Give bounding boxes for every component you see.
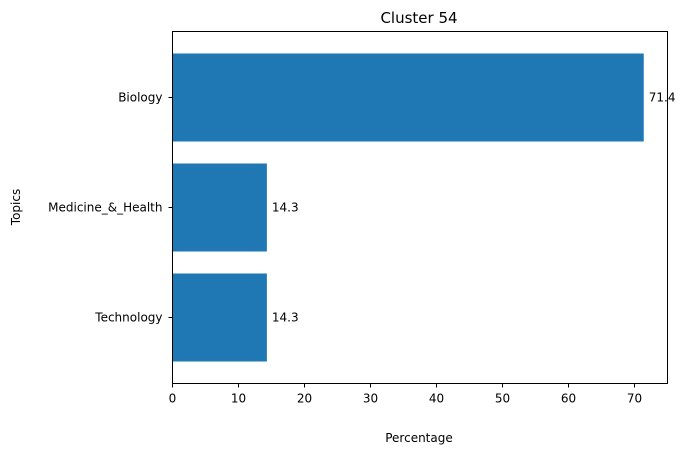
y-tick-label: Technology <box>94 311 162 325</box>
y-axis-ticks: Biology Medicine_&_Health Technology <box>48 91 173 325</box>
x-tick-label: 20 <box>297 392 312 406</box>
bar-value-label: 71.4 <box>649 91 676 105</box>
bars-group <box>172 53 644 362</box>
x-axis-ticks: 0 10 20 30 40 50 60 70 <box>169 383 642 406</box>
plot-frame <box>172 31 668 384</box>
x-tick-label: 40 <box>429 392 444 406</box>
bar <box>172 273 267 362</box>
y-tick-label: Medicine_&_Health <box>48 201 162 215</box>
x-tick-label: 0 <box>169 392 177 406</box>
chart-title: Cluster 54 <box>380 9 457 27</box>
bar-value-label: 14.3 <box>272 201 299 215</box>
x-tick-label: 70 <box>627 392 642 406</box>
x-tick-label: 10 <box>231 392 246 406</box>
data-labels-group: 71.4 14.3 14.3 <box>272 91 676 325</box>
x-tick-label: 30 <box>363 392 378 406</box>
y-axis-label: Topics <box>9 189 23 226</box>
y-tick-label: Biology <box>118 91 162 105</box>
x-axis-label: Percentage <box>385 431 453 445</box>
bar <box>172 53 644 142</box>
bar-value-label: 14.3 <box>272 311 299 325</box>
x-tick-label: 60 <box>561 392 576 406</box>
x-tick-label: 50 <box>495 392 510 406</box>
bar <box>172 163 267 252</box>
